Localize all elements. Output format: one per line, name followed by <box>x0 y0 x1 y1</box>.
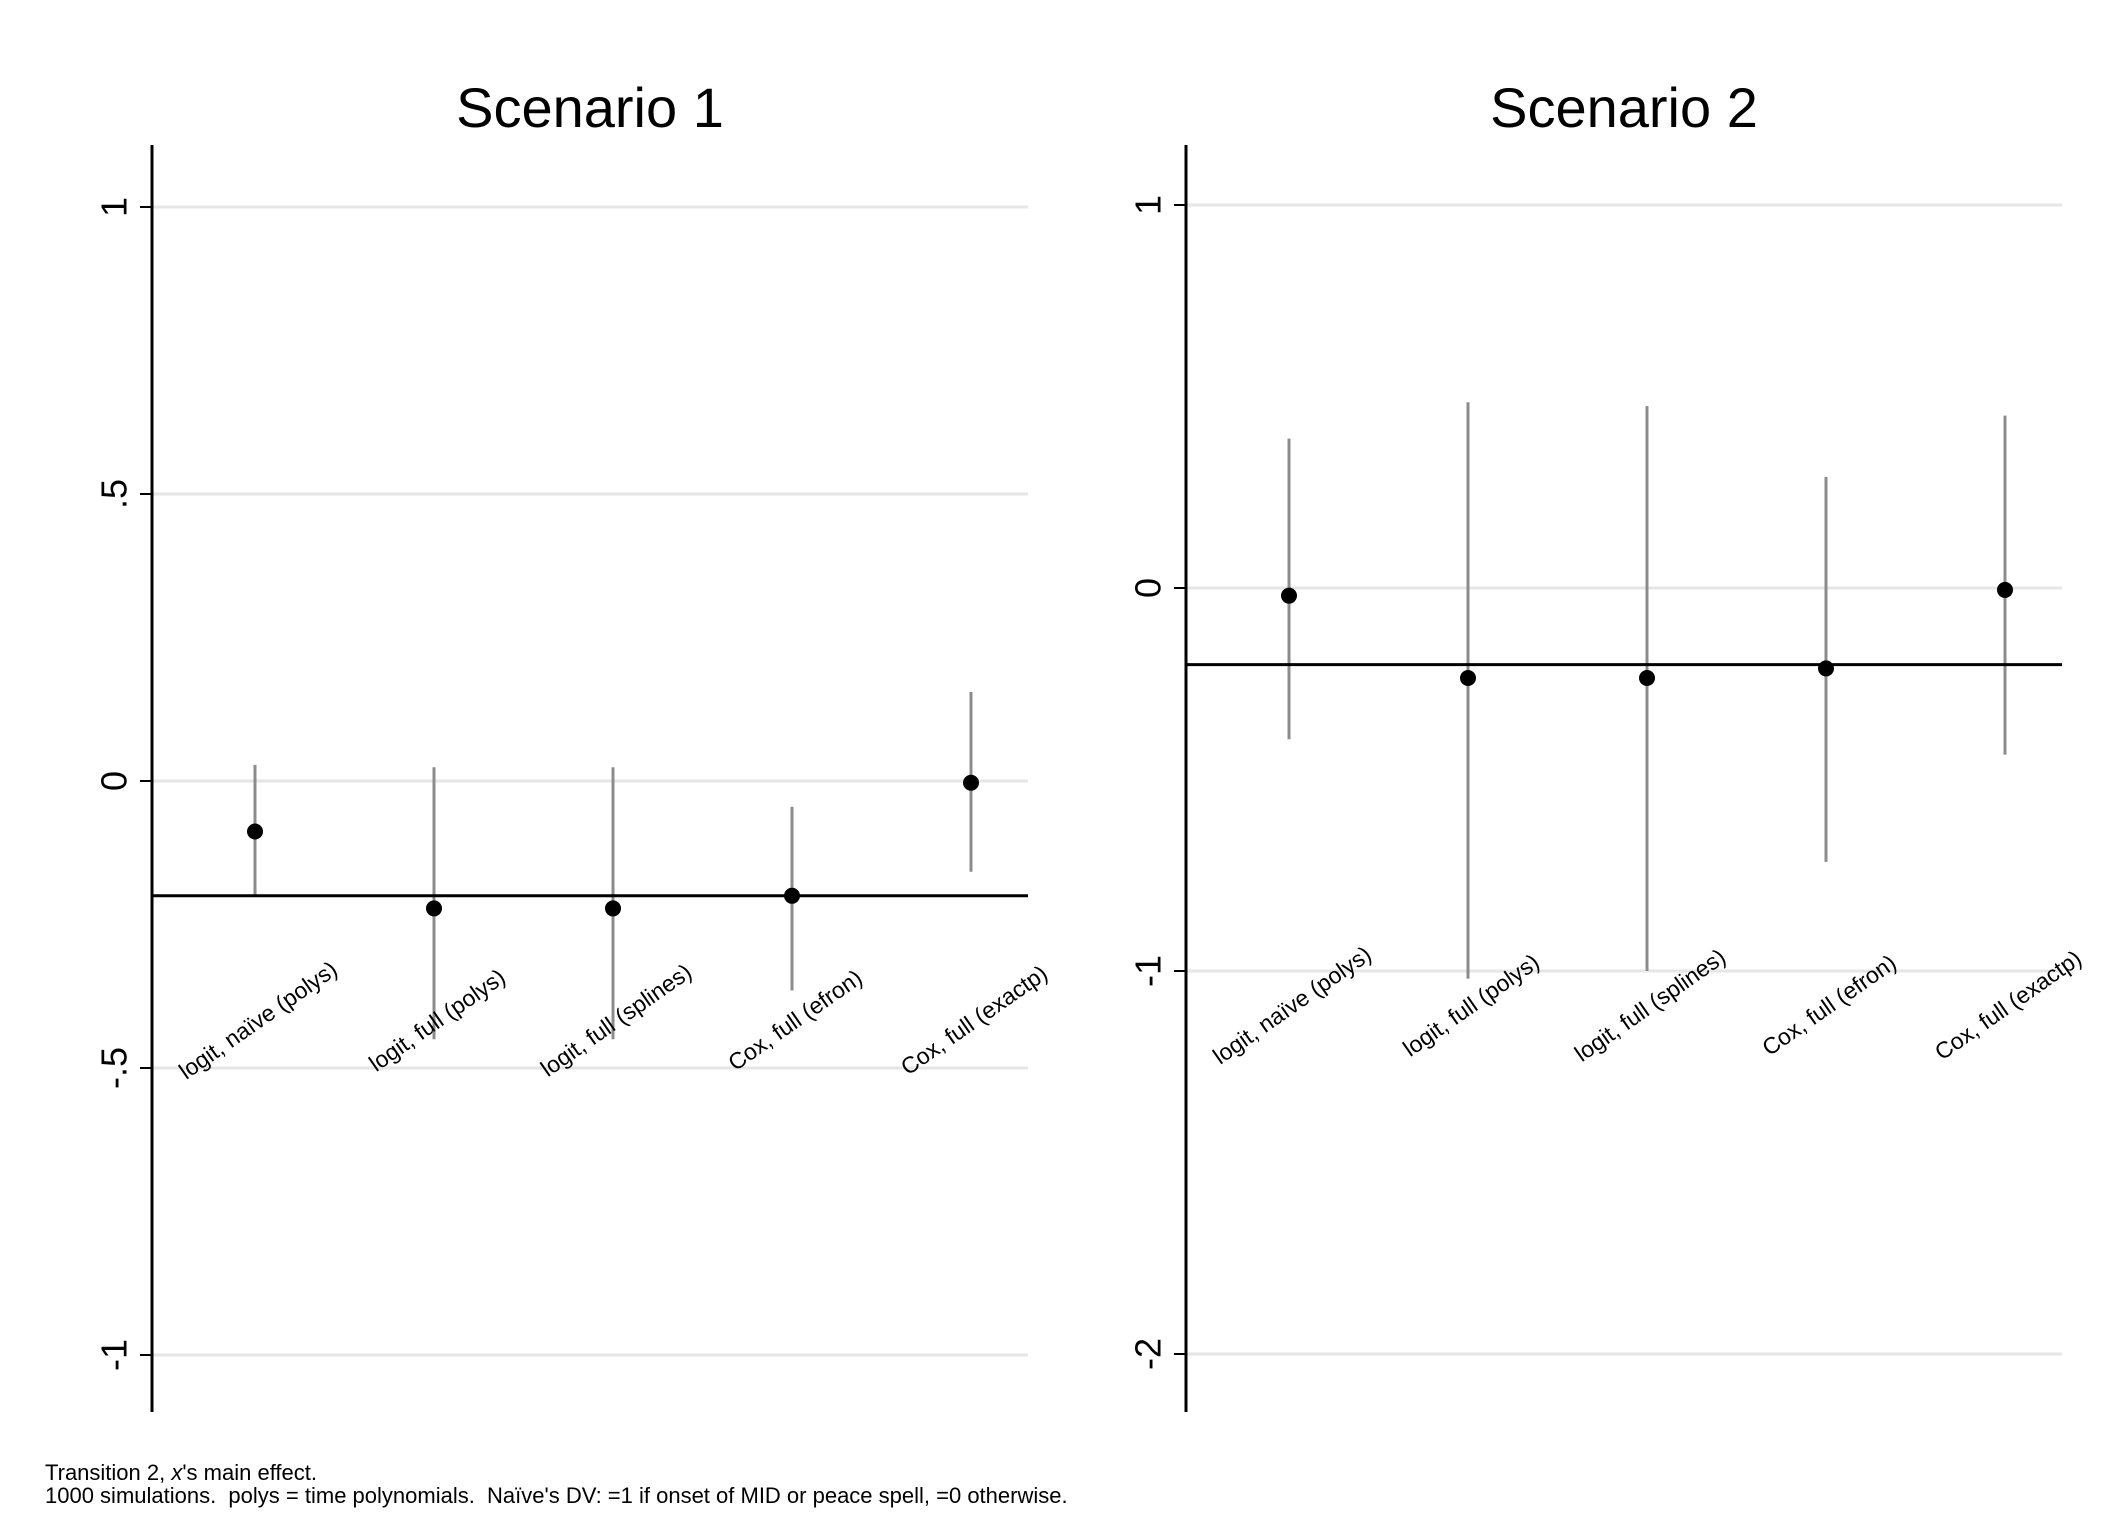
category-label: Cox, full (exactp) <box>1930 945 2086 1065</box>
y-tick-label: .5 <box>94 479 135 509</box>
y-tick-label: 1 <box>1128 195 1169 215</box>
point-estimate <box>1997 581 2013 598</box>
note-line2: 1000 simulations. polys = time polynomia… <box>45 1483 1068 1508</box>
y-tick-label: -.5 <box>94 1047 135 1089</box>
category-label: logit, full (splines) <box>1570 943 1730 1066</box>
point-estimate <box>963 774 979 791</box>
panel-title: Scenario 2 <box>1490 76 1758 139</box>
y-tick-label: 1 <box>94 197 135 217</box>
y-tick-label: 0 <box>1128 578 1169 598</box>
point-estimate <box>426 900 442 917</box>
note-line1-suffix: 's main effect. <box>182 1460 317 1485</box>
y-tick-label: -2 <box>1128 1338 1169 1370</box>
note-line1-prefix: Transition 2, <box>45 1460 172 1485</box>
point-estimate <box>1639 670 1655 687</box>
point-estimate <box>1460 670 1476 687</box>
y-tick-label: 0 <box>94 771 135 791</box>
point-estimate <box>605 900 621 917</box>
category-label: Cox, full (efron) <box>723 964 867 1075</box>
y-tick-label: -1 <box>1128 955 1169 987</box>
panel-title: Scenario 1 <box>456 76 724 139</box>
point-estimate <box>1818 660 1834 677</box>
point-estimate <box>1281 587 1297 604</box>
figure-note: Transition 2, x's main effect. 1000 simu… <box>45 1461 1068 1507</box>
category-label: Cox, full (efron) <box>1757 949 1901 1060</box>
y-tick-label: -1 <box>94 1339 135 1371</box>
category-label: logit, full (polys) <box>1398 949 1544 1062</box>
category-label: logit, full (splines) <box>536 958 696 1081</box>
category-label: logit, naïve (polys) <box>174 956 342 1084</box>
point-estimate <box>784 887 800 904</box>
category-label: logit, naïve (polys) <box>1208 941 1376 1069</box>
note-line1-variable: x <box>171 1460 183 1485</box>
category-label: logit, full (polys) <box>364 964 510 1077</box>
point-estimate <box>247 823 263 840</box>
category-label: Cox, full (exactp) <box>896 960 1052 1080</box>
